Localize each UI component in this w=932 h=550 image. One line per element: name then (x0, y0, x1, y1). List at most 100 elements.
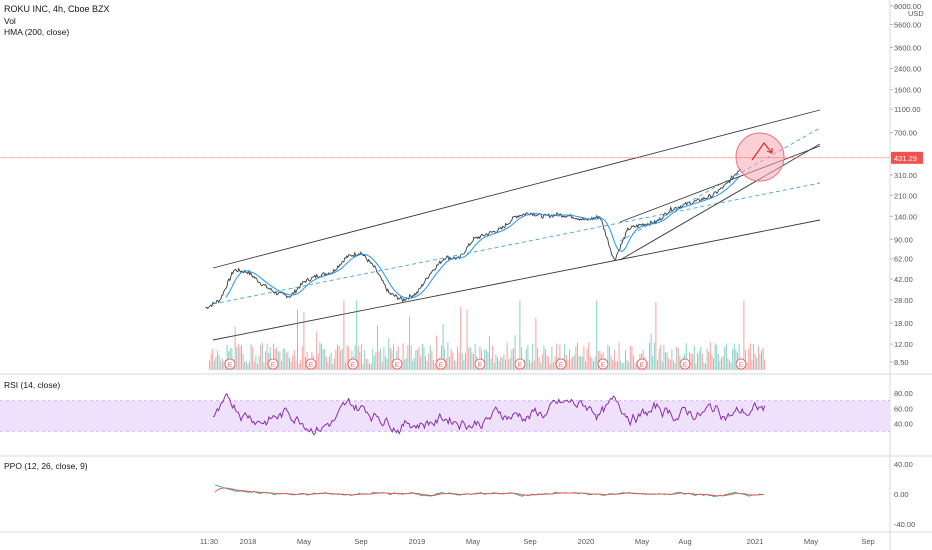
volume-bar (434, 363, 436, 370)
volume-bar (450, 348, 452, 370)
volume-bar (706, 348, 708, 370)
price-tick-label: 3600.00 (894, 44, 921, 53)
volume-bar (452, 352, 454, 370)
volume-bar (215, 356, 217, 370)
earnings-event-marker (555, 358, 567, 370)
volume-bar (492, 346, 494, 370)
volume-bar (665, 352, 666, 370)
time-tick-label: May (635, 537, 649, 546)
earnings-event-label: E (271, 362, 276, 369)
volume-bar (301, 346, 303, 370)
earnings-event-label: E (395, 362, 400, 369)
volume-bar (556, 343, 558, 370)
volume-bar (244, 361, 246, 370)
volume-bar (436, 335, 438, 370)
rsi-band (0, 400, 890, 432)
volume-bar (420, 355, 422, 370)
volume-bar (373, 355, 375, 370)
volume-bar (527, 345, 529, 370)
volume-bar (213, 360, 215, 370)
volume-bar (282, 348, 284, 370)
volume-bar (660, 344, 662, 370)
volume-bar (674, 363, 676, 370)
price-tick-label: 310.00 (894, 171, 917, 180)
volume-bar (764, 359, 766, 370)
volume-bar (581, 356, 583, 370)
volume-bar (564, 344, 566, 370)
volume-bar (367, 359, 369, 370)
earnings-event-label: E (640, 362, 645, 369)
volume-bar (577, 342, 578, 370)
volume-bar (554, 356, 556, 370)
volume-bar (629, 345, 631, 370)
volume-bar (580, 356, 582, 370)
volume-bar (692, 354, 694, 370)
volume-bar (617, 361, 618, 370)
volume-bar (322, 349, 324, 370)
volume-bar (607, 344, 609, 370)
volume-bar (575, 346, 577, 370)
volume-bar (421, 344, 423, 370)
volume-bar (661, 361, 663, 370)
time-tick-label: May (466, 537, 480, 546)
volume-bar (727, 358, 729, 370)
volume-bar (276, 347, 278, 370)
volume-bar (700, 346, 702, 370)
volume-bar (631, 346, 633, 370)
volume-bar (585, 361, 586, 370)
volume-bar (316, 331, 318, 370)
volume-bar (279, 351, 281, 370)
volume-bar (529, 360, 530, 370)
earnings-event-marker (224, 358, 236, 370)
volume-bar (711, 354, 713, 370)
volume-bar (287, 351, 289, 370)
volume-bar (759, 353, 761, 370)
channel-lower-line (212, 219, 821, 341)
earnings-event-label: E (478, 362, 483, 369)
volume-bar (649, 342, 650, 370)
volume-bar (530, 362, 532, 370)
volume-bar (252, 347, 254, 370)
earnings-event-label: E (439, 362, 444, 369)
volume-bar (615, 360, 617, 370)
volume-bar (461, 353, 463, 370)
volume-bar (284, 348, 286, 370)
volume-bar (761, 350, 762, 370)
volume-bar (751, 359, 753, 370)
volume-bar (245, 361, 247, 370)
time-tick-label: Sep (523, 537, 536, 546)
volume-bar (546, 355, 548, 370)
earnings-event-marker (636, 358, 648, 370)
volume-bar (746, 362, 748, 370)
volume-bar (263, 362, 265, 370)
volume-bar (303, 312, 305, 370)
price-tick-label: 1100.00 (894, 105, 921, 114)
volume-bar (261, 342, 263, 370)
rsi-tick-label: 60.00 (894, 404, 913, 413)
volume-bar (405, 358, 407, 370)
volume-bar (212, 348, 214, 370)
earnings-event-marker (735, 358, 747, 370)
volume-bar (410, 345, 412, 370)
volume-bar (258, 356, 260, 370)
volume-bar (513, 348, 514, 370)
time-tick-label: 11:30 (200, 537, 218, 546)
time-tick-label: 2019 (409, 537, 426, 546)
time-tick-label: 2018 (240, 537, 257, 546)
volume-bar (625, 350, 626, 370)
volume-bar (738, 343, 740, 370)
volume-bar (329, 356, 330, 370)
volume-bar (541, 354, 543, 370)
volume-bar (489, 336, 490, 370)
volume-bar (652, 356, 654, 370)
volume-bar (657, 359, 658, 370)
volume-bar (402, 343, 404, 370)
price-tick-label: 8000.00 (894, 2, 921, 11)
volume-bar (348, 346, 350, 370)
volume-bar (466, 309, 468, 370)
volume-bar (647, 361, 649, 370)
earnings-event-marker (474, 358, 486, 370)
volume-bar (337, 344, 338, 370)
volume-bar (484, 349, 486, 370)
volume-bar (453, 360, 455, 370)
